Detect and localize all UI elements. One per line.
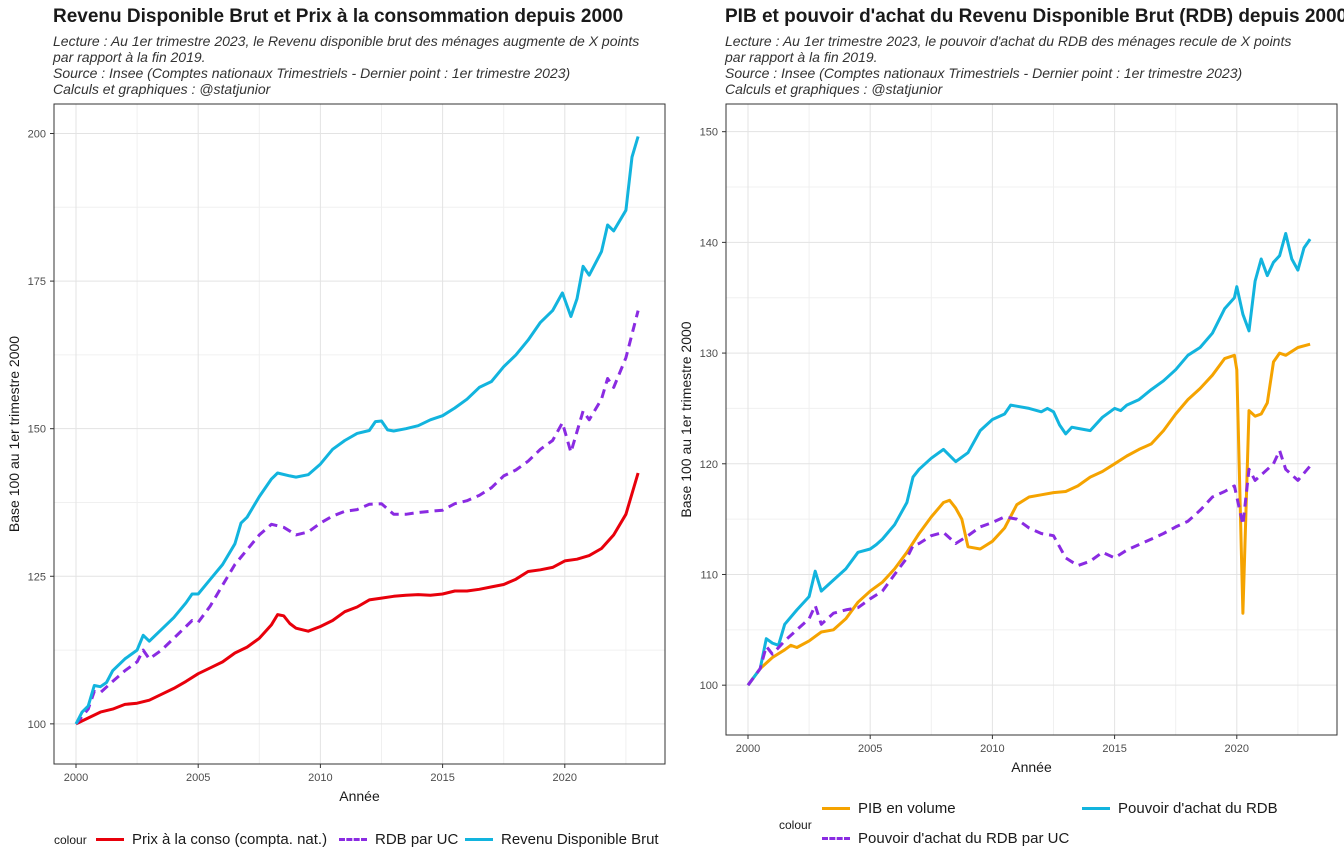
line-chart: 100 125 150 175 200 2000 2005 2010 2015 2020 Année… (6, 103, 666, 804)
y-tick-label: 140 (700, 237, 718, 249)
x-tick-label: 2015 (430, 772, 454, 784)
y-tick-label: 100 (700, 680, 718, 692)
legend-swatch (1082, 807, 1110, 810)
y-tick-label: 150 (28, 424, 46, 436)
y-tick-label: 100 (28, 719, 46, 731)
subtitle-line: Lecture : Au 1er trimestre 2023, le Reve… (53, 33, 640, 49)
series-line (746, 232, 1312, 687)
series-line (74, 136, 640, 725)
legend-title: colour (779, 818, 812, 832)
legend-label: Prix à la conso (compta. nat.) (132, 831, 328, 848)
y-tick-label: 175 (28, 276, 46, 288)
legend-swatch (822, 807, 850, 810)
subtitle-line: Source : Insee (Comptes nationaux Trimes… (53, 65, 571, 81)
x-tick-label: 2015 (1102, 743, 1126, 755)
plot-border (53, 103, 666, 765)
subtitle-line: Calculs et graphiques : @statjunior (53, 81, 271, 97)
plot-border (725, 103, 1338, 736)
series-line (74, 310, 640, 725)
legend-swatch (339, 838, 367, 841)
legend-item-rdb-uc: RDB par UC (339, 831, 458, 848)
legend-swatch (465, 838, 493, 841)
x-tick-label: 2020 (553, 772, 577, 784)
chart-title: Revenu Disponible Brut et Prix à la cons… (53, 6, 624, 27)
subtitle-line: Source : Insee (Comptes nationaux Trimes… (725, 65, 1243, 81)
legend-item-pouvoir-uc: Pouvoir d'achat du RDB par UC (822, 830, 1069, 847)
series-line (75, 472, 640, 726)
chart-subtitle: Lecture : Au 1er trimestre 2023, le Reve… (53, 33, 639, 97)
x-axis-label: Année (339, 788, 380, 804)
legend-label: Revenu Disponible Brut (501, 831, 659, 848)
legend-label: Pouvoir d'achat du RDB par UC (858, 830, 1070, 847)
subtitle-line: par rapport à la fin 2019. (53, 49, 206, 65)
y-axis-label: Base 100 au 1er trimestre 2000 (678, 321, 694, 517)
series-line (746, 342, 1311, 687)
line-chart: 100 110 120 130 140 150 2000 2005 2010 2015 2020 An… (678, 103, 1338, 775)
chart-panel-right: PIB et pouvoir d'achat du Revenu Disponi… (672, 0, 1344, 864)
y-tick-label: 110 (700, 569, 718, 581)
x-tick-label: 2000 (64, 772, 88, 784)
legend-label: Pouvoir d'achat du RDB (1118, 800, 1278, 817)
x-tick-label: 2010 (980, 743, 1004, 755)
chart-panel-left: Revenu Disponible Brut et Prix à la cons… (6, 6, 666, 848)
x-axis-label: Année (1011, 759, 1052, 775)
legend-item-rdb: Revenu Disponible Brut (465, 831, 659, 848)
legend-swatch (822, 837, 850, 840)
legend-label: RDB par UC (375, 831, 459, 848)
x-tick-label: 2020 (1225, 743, 1249, 755)
legend-item-prix: Prix à la conso (compta. nat.) (96, 831, 327, 848)
x-tick-label: 2000 (736, 743, 760, 755)
y-tick-label: 125 (28, 571, 46, 583)
subtitle-line: Calculs et graphiques : @statjunior (725, 81, 943, 97)
y-tick-label: 150 (700, 127, 718, 139)
x-tick-label: 2005 (186, 772, 210, 784)
x-tick-label: 2010 (308, 772, 332, 784)
legend-title: colour (54, 833, 87, 847)
legend-item-pib: PIB en volume (822, 800, 956, 817)
y-tick-label: 130 (700, 348, 718, 360)
chart-subtitle: Lecture : Au 1er trimestre 2023, le pouv… (725, 33, 1291, 97)
legend-label: PIB en volume (858, 800, 956, 817)
y-tick-label: 200 (28, 129, 46, 141)
y-axis-label: Base 100 au 1er trimestre 2000 (6, 336, 22, 532)
x-tick-label: 2005 (858, 743, 882, 755)
y-tick-label: 120 (700, 459, 718, 471)
series-line (746, 449, 1312, 687)
subtitle-line: Lecture : Au 1er trimestre 2023, le pouv… (725, 33, 1292, 49)
subtitle-line: par rapport à la fin 2019. (725, 49, 878, 65)
chart-title: PIB et pouvoir d'achat du Revenu Disponi… (725, 6, 1344, 27)
legend-item-pouvoir: Pouvoir d'achat du RDB (1082, 800, 1278, 817)
legend-swatch (96, 838, 124, 841)
